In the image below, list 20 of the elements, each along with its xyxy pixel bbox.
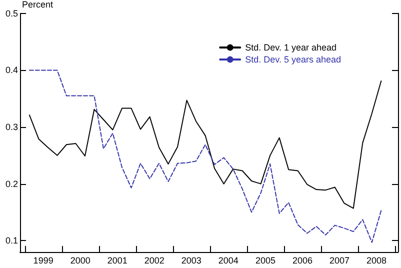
x-tick-label: 1999 — [33, 256, 54, 266]
y-tick-label: 0.5 — [5, 8, 18, 18]
legend-label: Std. Dev. 1 year ahead — [245, 42, 336, 52]
line-series — [28, 80, 382, 209]
line-series — [28, 70, 382, 243]
x-tick-label: 2005 — [255, 256, 276, 266]
y-axis-title: Percent — [22, 0, 54, 10]
y-tick-label: 0.3 — [5, 122, 18, 132]
x-tick-label: 2000 — [70, 256, 90, 266]
y-tick-label: 0.4 — [5, 65, 18, 76]
x-tick-label: 2004 — [218, 256, 238, 266]
x-tick-label: 2003 — [181, 256, 202, 266]
x-tick-label: 2001 — [107, 256, 128, 266]
x-tick-label: 2007 — [329, 256, 350, 266]
x-tick-label: 2008 — [366, 256, 387, 266]
x-tick-label: 2006 — [292, 256, 312, 266]
x-tick-label: 2002 — [144, 256, 164, 266]
y-tick-label: 0.2 — [5, 178, 18, 189]
legend-label: Std. Dev. 5 years ahead — [245, 54, 341, 64]
y-tick-label: 0.1 — [5, 236, 18, 246]
